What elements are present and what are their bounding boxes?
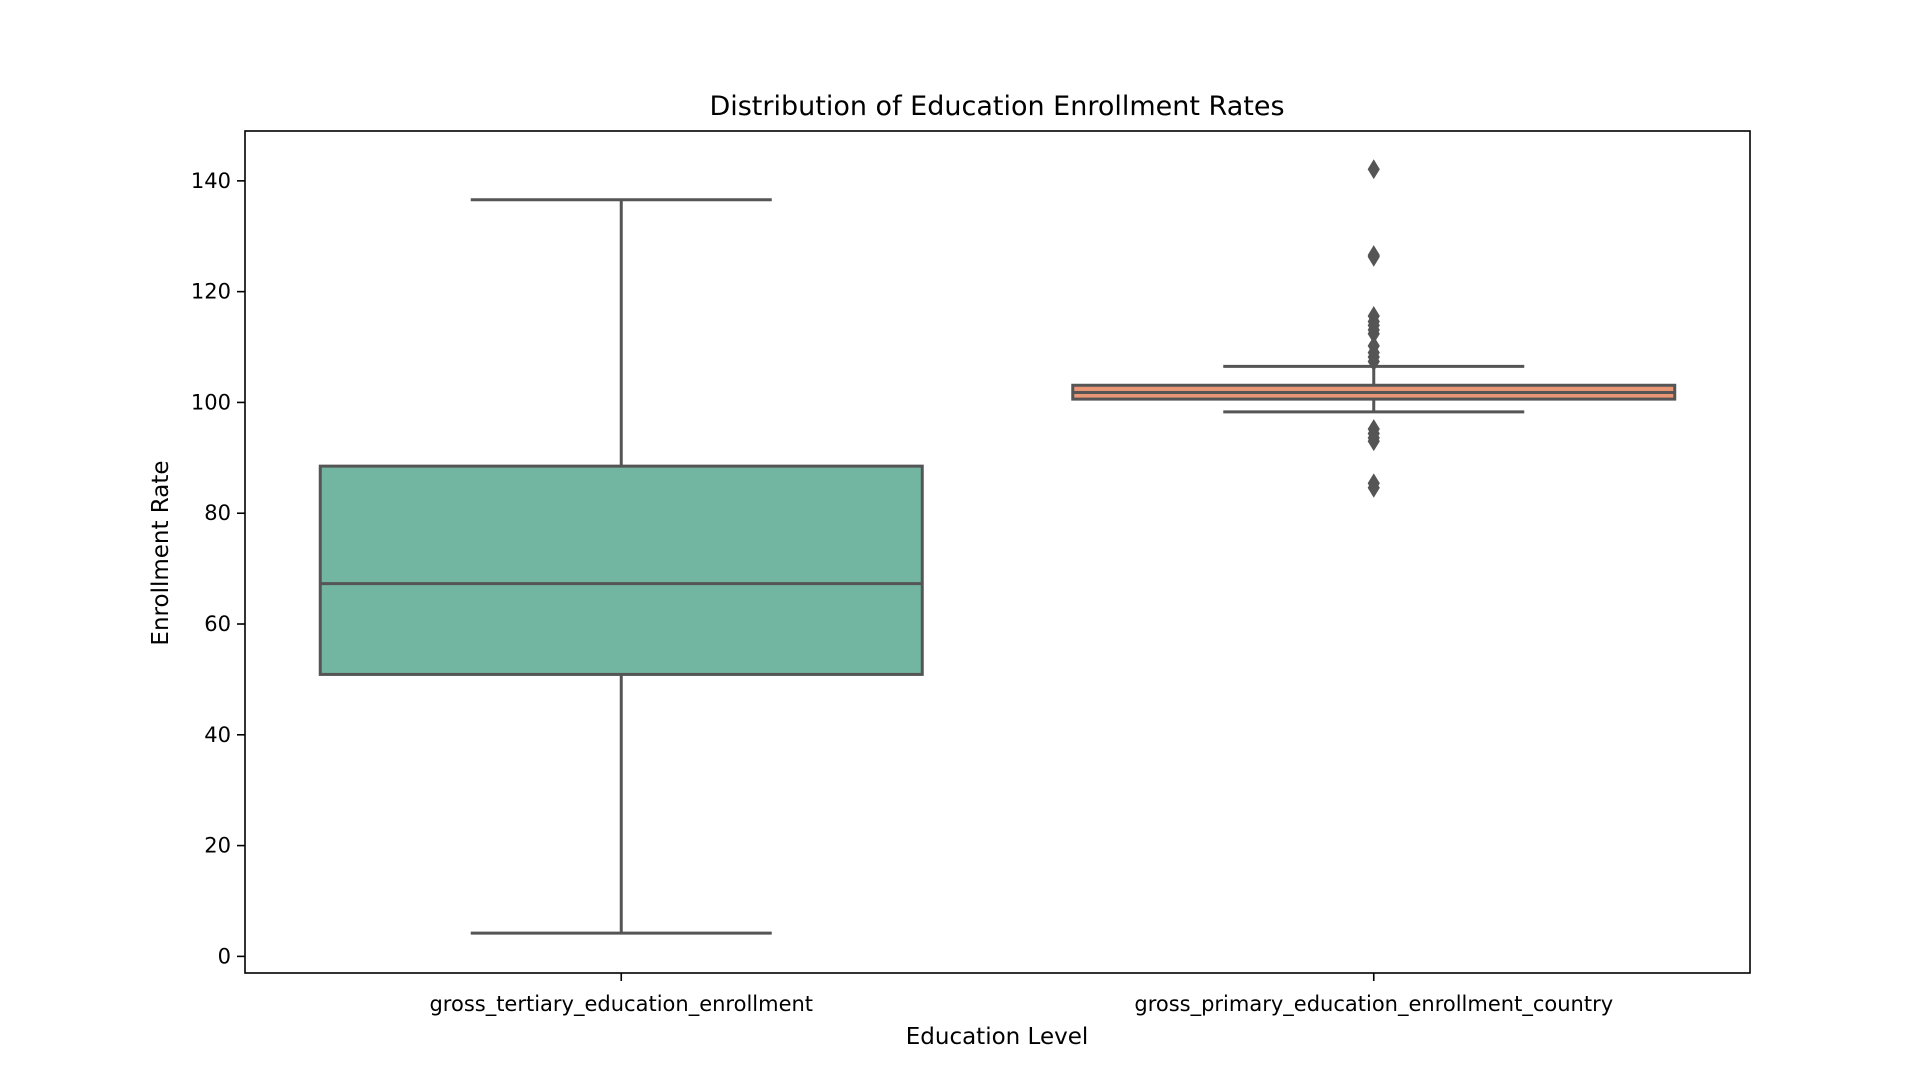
y-tick-label: 20 — [204, 834, 231, 858]
plot-layer — [318, 159, 1677, 935]
y-tick-label: 140 — [191, 169, 231, 193]
x-tick-label: gross_tertiary_education_enrollment — [429, 992, 813, 1017]
iqr-box — [318, 464, 924, 676]
plot-frame — [244, 130, 1751, 974]
box-group — [1071, 159, 1677, 498]
y-axis-ticks: 0 20 40 60 80 100 120 140 — [191, 169, 245, 968]
y-tick-label: 40 — [204, 723, 231, 747]
y-tick-label: 120 — [191, 280, 231, 304]
outlier-point — [1367, 159, 1380, 180]
y-axis-label: Enrollment Rate — [148, 460, 174, 645]
y-tick-label: 100 — [191, 390, 231, 414]
x-axis-label: Education Level — [906, 1024, 1089, 1050]
chart-title: Distribution of Education Enrollment Rat… — [709, 91, 1284, 122]
x-axis-ticks: gross_tertiary_education_enrollment gross… — [429, 973, 1613, 1017]
outlier-point — [1367, 246, 1380, 267]
y-tick-label: 80 — [204, 501, 231, 525]
outlier-point — [1367, 351, 1380, 372]
outlier-point — [1367, 431, 1380, 452]
box-group — [318, 198, 924, 935]
y-tick-label: 0 — [218, 944, 231, 968]
outlier-point — [1367, 477, 1380, 498]
x-tick-label: gross_primary_education_enrollment_count… — [1134, 992, 1613, 1017]
y-tick-label: 60 — [204, 612, 231, 636]
